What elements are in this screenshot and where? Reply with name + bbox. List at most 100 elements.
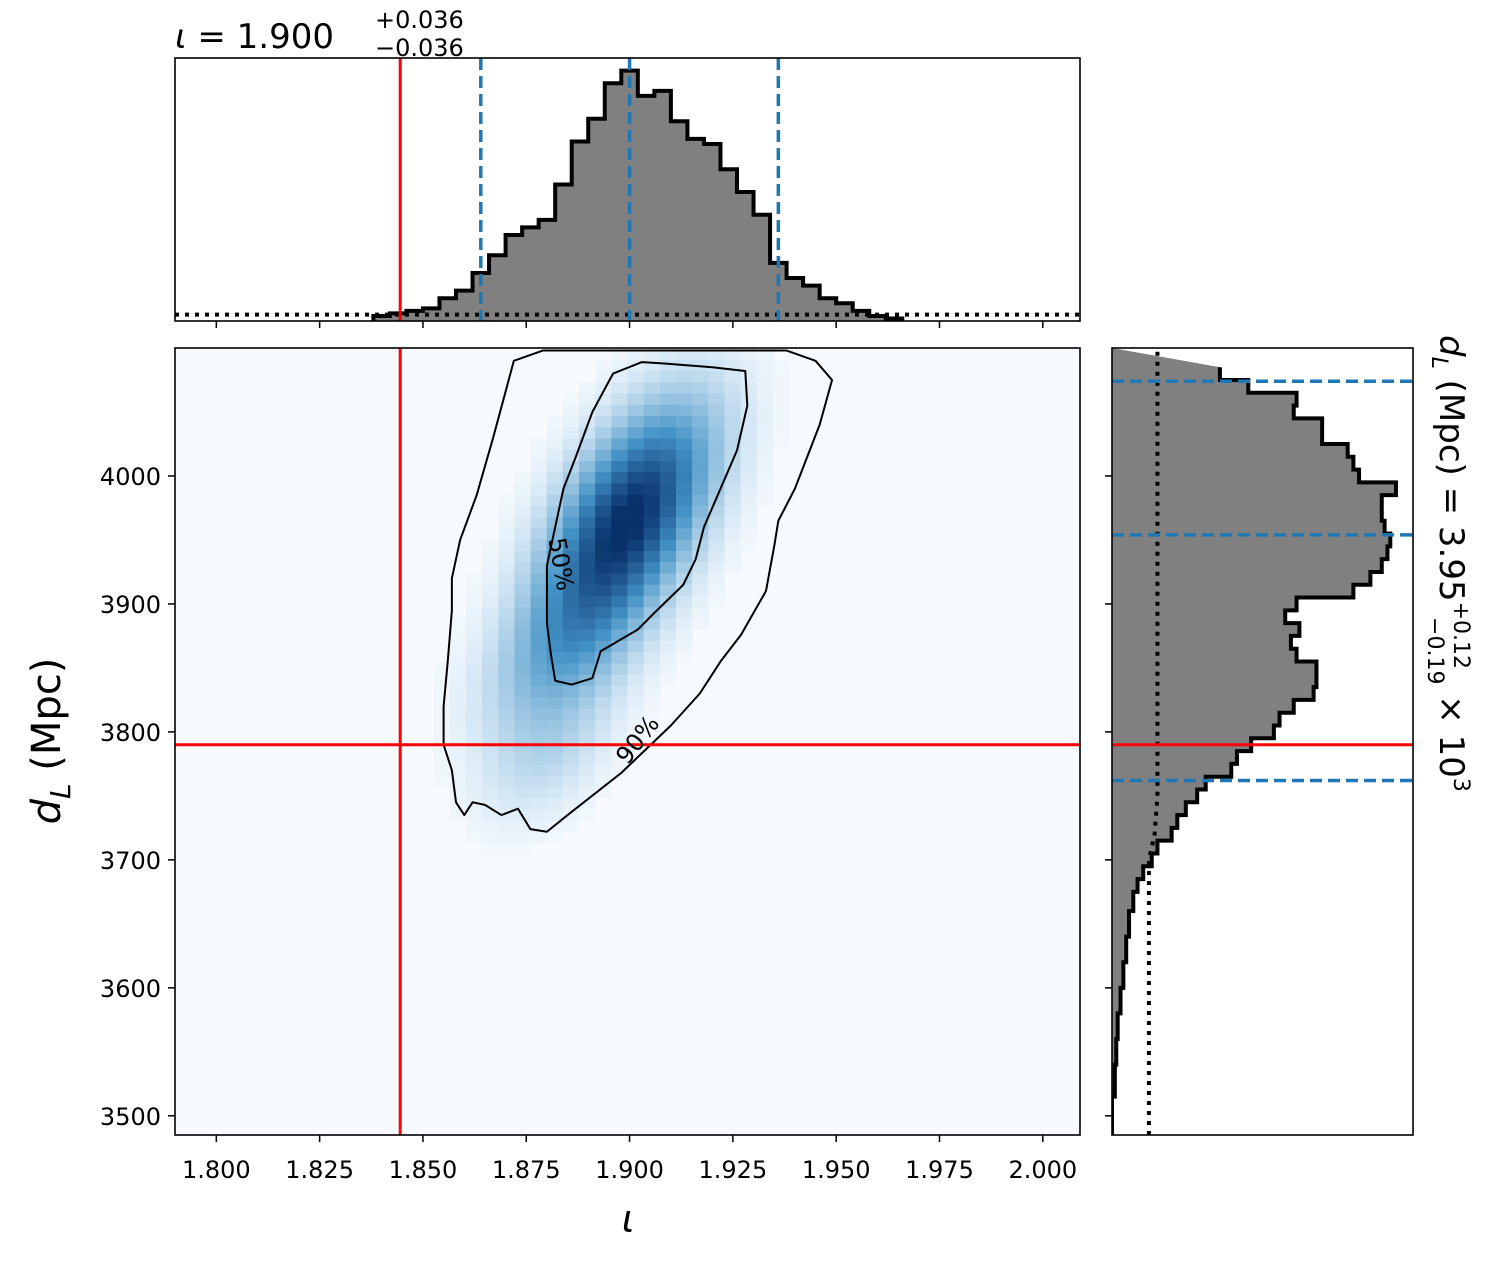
heatmap-cell <box>724 494 742 506</box>
heatmap-cell <box>627 505 645 518</box>
heatmap-cell <box>482 741 499 754</box>
heatmap-cell <box>546 685 564 698</box>
heatmap-cell <box>579 381 596 394</box>
heatmap-cell <box>579 719 596 731</box>
heatmap-cell <box>659 426 677 439</box>
heatmap-cell <box>659 437 677 450</box>
contour-50pct <box>545 361 749 686</box>
heatmap-cell <box>611 370 629 383</box>
heatmap-cell <box>482 629 499 641</box>
heatmap-cell <box>756 437 774 450</box>
heatmap-cell <box>514 629 532 641</box>
heatmap-cell <box>482 584 499 596</box>
heatmap-cell <box>465 629 483 641</box>
heatmap-cell <box>756 426 774 439</box>
heatmap-cell <box>514 752 532 765</box>
heatmap-cell <box>579 527 596 540</box>
heatmap-cell <box>643 494 661 506</box>
heatmap-cell <box>627 404 645 417</box>
heatmap-cell <box>530 786 548 799</box>
heatmap-cell <box>514 651 532 664</box>
heatmap-cell <box>724 359 742 372</box>
heatmap-cell <box>643 449 661 462</box>
heatmap-cell <box>708 348 726 360</box>
heatmap-cell <box>562 482 580 495</box>
heatmap-cell <box>595 707 612 720</box>
heatmap-cell <box>627 696 645 709</box>
top-x-ticks <box>215 321 1044 328</box>
heatmap-cell <box>724 482 742 495</box>
heatmap-cell <box>611 662 629 675</box>
heatmap-cell <box>546 527 564 540</box>
heatmap-cell <box>595 763 612 776</box>
heatmap-cell <box>546 471 564 484</box>
heatmap-cell <box>627 707 645 720</box>
heatmap-cell <box>708 516 726 529</box>
heatmap-cell <box>675 426 693 439</box>
heatmap-cell <box>772 426 790 439</box>
heatmap-cell <box>579 797 596 810</box>
heatmap-cell <box>530 482 548 495</box>
heatmap-cell <box>514 606 532 619</box>
right-title: dL (Mpc) = 3.95+0.12−0.19 × 103 <box>1422 335 1473 792</box>
heatmap-cell <box>675 584 693 596</box>
heatmap-cell <box>562 629 580 641</box>
heatmap-cell <box>659 471 677 484</box>
heatmap-cell <box>659 640 677 653</box>
heatmap-cell <box>611 348 629 360</box>
density-heatmap <box>433 348 790 855</box>
heatmap-cell <box>740 426 758 439</box>
heatmap-cell <box>530 662 548 675</box>
heatmap-cell <box>708 539 726 551</box>
right-title-sub: L <box>1426 357 1451 369</box>
heatmap-cell <box>562 572 580 585</box>
heatmap-cell <box>546 437 564 450</box>
heatmap-cell <box>627 348 645 360</box>
x-tick-label-8: 2.000 <box>1008 1156 1077 1184</box>
heatmap-cell <box>579 685 596 698</box>
heatmap-cell <box>772 359 790 372</box>
heatmap-cell <box>530 797 548 810</box>
heatmap-cell <box>692 359 709 372</box>
heatmap-cell <box>562 662 580 675</box>
heatmap-cell <box>465 730 483 743</box>
heatmap-cell <box>465 719 483 731</box>
heatmap-cell <box>708 527 726 540</box>
heatmap-cell <box>692 516 709 529</box>
heatmap-cell <box>611 482 629 495</box>
heatmap-cell <box>482 640 499 653</box>
heatmap-cell <box>740 449 758 462</box>
heatmap-cell <box>692 617 709 630</box>
heatmap-cell <box>643 550 661 563</box>
heatmap-cell <box>675 516 693 529</box>
heatmap-cell <box>692 426 709 439</box>
heatmap-cell <box>724 426 742 439</box>
heatmap-cell <box>627 584 645 596</box>
y-tick-label-2: 3700 <box>100 847 161 875</box>
heatmap-cell <box>692 381 709 394</box>
heatmap-cell <box>611 617 629 630</box>
heatmap-cell <box>740 527 758 540</box>
heatmap-cell <box>595 539 612 551</box>
heatmap-cell <box>643 561 661 574</box>
heatmap-cell <box>498 842 515 855</box>
right-axes-frame <box>1111 347 1414 1136</box>
heatmap-cell <box>659 606 677 619</box>
heatmap-cell <box>740 404 758 417</box>
heatmap-cell <box>708 370 726 383</box>
heatmap-cell <box>498 808 515 821</box>
heatmap-cell <box>772 415 790 428</box>
top-title-symbol: ι <box>175 17 187 57</box>
heatmap-cell <box>562 471 580 484</box>
heatmap-cell <box>546 629 564 641</box>
heatmap-cell <box>433 674 451 686</box>
heatmap-cell <box>562 696 580 709</box>
heatmap-cell <box>498 685 515 698</box>
heatmap-cell <box>708 392 726 405</box>
heatmap-cell <box>562 415 580 428</box>
right-title-exponent: 3 <box>1448 778 1473 792</box>
heatmap-cell <box>627 572 645 585</box>
heatmap-cell <box>530 584 548 596</box>
heatmap-cell <box>659 482 677 495</box>
heatmap-cell <box>708 505 726 518</box>
